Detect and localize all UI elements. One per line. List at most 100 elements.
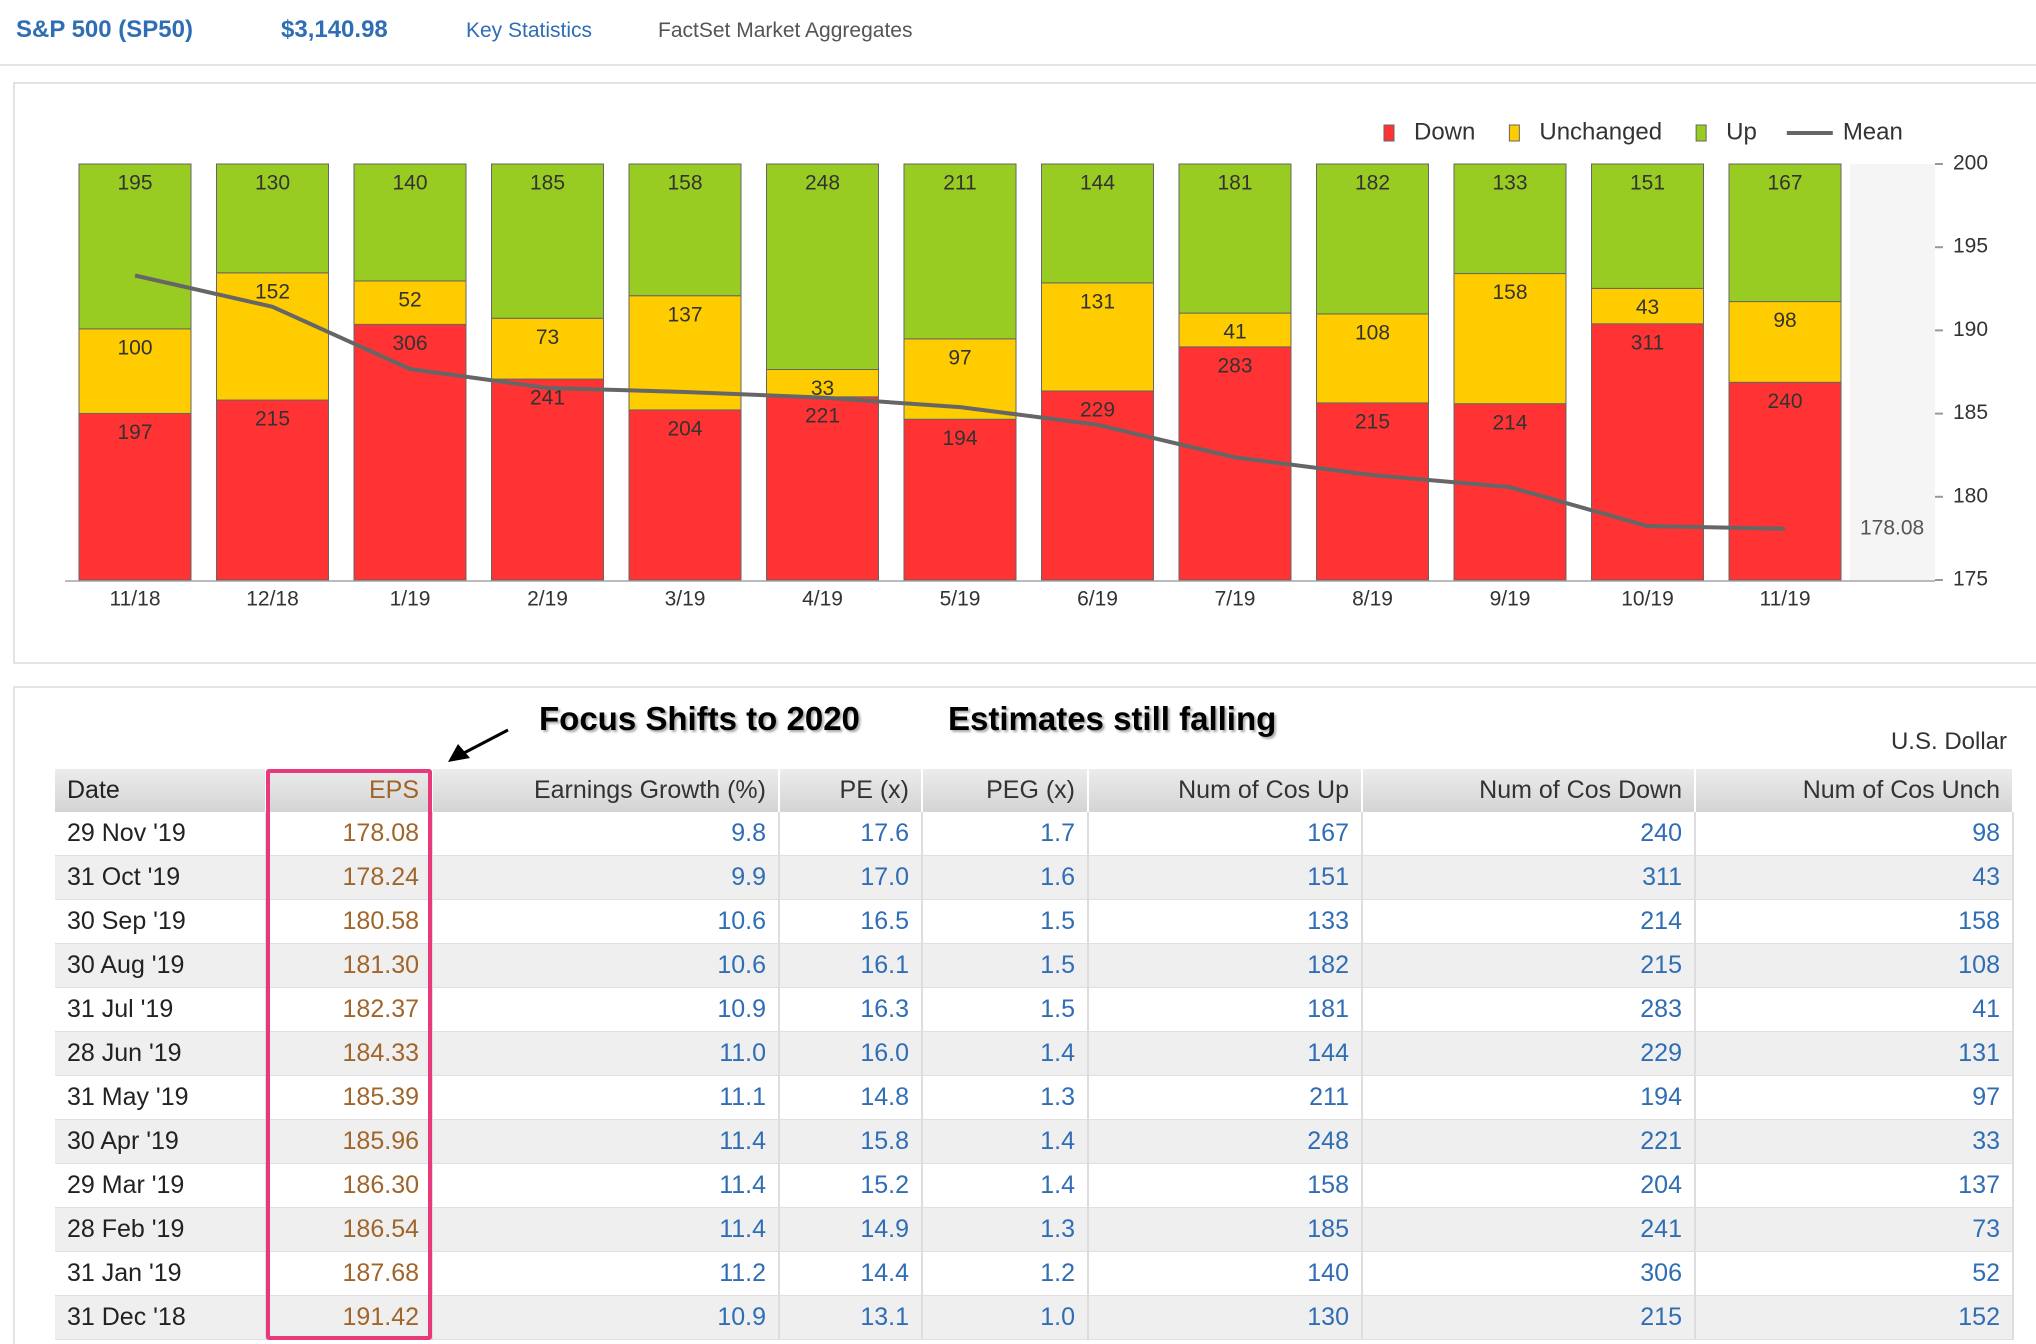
bar-label: 182 (1355, 172, 1390, 195)
table-cell: 178.08 (266, 812, 433, 856)
y2-tick-label: 175 (1953, 568, 1988, 591)
bar-label: 152 (255, 280, 290, 303)
x-tick-label: 11/19 (1760, 588, 1811, 611)
table-cell: 11.4 (432, 1119, 780, 1164)
bar-label: 194 (942, 427, 977, 450)
table-row: 28 Jun '19 184.33 11.0 16.0 1.4 144 229 131 (55, 1031, 2014, 1076)
column-header: PE (x) (779, 769, 923, 812)
table-cell: 186.30 (266, 1163, 433, 1208)
bar-label: 311 (1631, 331, 1664, 354)
bar-segment (903, 418, 1017, 581)
bar-segment (1728, 163, 1842, 303)
table-cell: 33 (1695, 1119, 2014, 1164)
bar-label: 211 (943, 172, 976, 195)
bar-label: 130 (255, 172, 290, 195)
bar-label: 98 (1773, 309, 1796, 332)
bar-segment (766, 396, 879, 581)
table-cell: 11.1 (432, 1075, 780, 1120)
table-cell: 9.8 (432, 812, 780, 856)
x-tick-label: 11/18 (110, 588, 161, 611)
x-tick-label: 5/19 (940, 588, 981, 611)
bar-label: 214 (1492, 411, 1527, 434)
bar-label: 215 (1355, 410, 1390, 433)
table-cell: 41 (1695, 987, 2014, 1032)
bar-label: 221 (805, 404, 840, 427)
header-row: Date EPS Earnings Growth (%) PE (x) PEG (x) N… (55, 769, 2014, 812)
table-cell: 10.9 (432, 987, 780, 1032)
x-tick-label: 3/19 (665, 588, 706, 611)
legend-swatch (1695, 124, 1707, 142)
table-cell: 14.4 (779, 1251, 923, 1296)
table-cell: 185.96 (266, 1119, 433, 1164)
table-cell: 182.37 (266, 987, 433, 1032)
table-cell: 17.0 (779, 855, 923, 900)
bar-segment (78, 328, 192, 414)
table-cell: 214 (1362, 899, 1696, 944)
bar-label: 140 (392, 172, 427, 195)
table-cell: 15.2 (779, 1163, 923, 1208)
bar-label: 240 (1767, 390, 1802, 413)
bar-label: 73 (536, 326, 559, 349)
bar-label: 137 (667, 303, 702, 326)
bar-label: 97 (948, 346, 971, 369)
legend-label: Unchanged (1539, 118, 1662, 145)
arrow (448, 728, 509, 762)
legend-label: Mean (1843, 118, 1903, 145)
table-cell: 108 (1695, 943, 2014, 988)
table-cell: 137 (1695, 1163, 2014, 1208)
table-row: 31 Jan '19 187.68 11.2 14.4 1.2 140 306 52 (55, 1251, 2014, 1296)
table-cell: 30 Sep '19 (55, 899, 267, 944)
currency: U.S. Dollar (1890, 728, 2007, 755)
table-row: 30 Apr '19 185.96 11.4 15.8 1.4 248 221 33 (55, 1119, 2014, 1164)
table-row: 29 Nov '19 178.08 9.8 17.6 1.7 167 240 98 (55, 812, 2014, 856)
table-cell: 29 Mar '19 (55, 1163, 267, 1208)
table-cell: 204 (1362, 1163, 1696, 1208)
column-header: PEG (x) (922, 769, 1089, 812)
table-row: 31 Oct '19 178.24 9.9 17.0 1.6 151 311 43 (55, 855, 2014, 900)
bar-label: 144 (1080, 172, 1115, 195)
table-cell: 11.2 (432, 1251, 780, 1296)
bar-segment (1728, 381, 1842, 581)
table-cell: 1.4 (922, 1163, 1089, 1208)
bar-label: 215 (255, 408, 290, 431)
table-cell: 221 (1362, 1119, 1696, 1164)
annotation: Focus Shifts to 2020 (539, 700, 860, 737)
table-cell: 10.9 (432, 1295, 780, 1340)
column-header: Num of Cos Down (1362, 769, 1696, 812)
table-cell: 182 (1088, 943, 1363, 988)
table-cell: 43 (1695, 855, 2014, 900)
table-cell: 1.3 (922, 1075, 1089, 1120)
table-cell: 30 Apr '19 (55, 1119, 267, 1164)
table-row: 31 May '19 185.39 11.1 14.8 1.3 211 194 97 (55, 1075, 2014, 1120)
x-tick-label: 9/19 (1490, 588, 1531, 611)
bar-segment (1453, 273, 1567, 405)
x-tick-label: 1/19 (390, 588, 431, 611)
table-cell: 97 (1695, 1075, 2014, 1120)
legend-label: Up (1726, 118, 1757, 145)
bar-label: 133 (1492, 172, 1527, 195)
table-cell: 180.58 (266, 899, 433, 944)
table-cell: 229 (1362, 1031, 1696, 1076)
table-cell: 158 (1088, 1163, 1363, 1208)
table-cell: 1.4 (922, 1031, 1089, 1076)
price: $3,140.98 (281, 16, 388, 43)
table-cell: 1.4 (922, 1119, 1089, 1164)
table-cell: 131 (1695, 1031, 2014, 1076)
table-cell: 186.54 (266, 1207, 433, 1252)
table-cell: 15.8 (779, 1119, 923, 1164)
table-cell: 10.6 (432, 943, 780, 988)
bar-segment (1591, 323, 1704, 581)
y2-tick-label: 180 (1953, 484, 1988, 507)
table-cell: 11.4 (432, 1163, 780, 1208)
tab[interactable]: Key Statistics (466, 19, 593, 42)
table-cell: 1.7 (922, 812, 1089, 856)
highlight-box (266, 769, 432, 1340)
bar-label: 41 (1223, 321, 1246, 344)
bar-label: 43 (1636, 296, 1659, 319)
tab[interactable]: FactSet Market Aggregates (658, 19, 913, 42)
legend-label: Down (1414, 118, 1475, 145)
plot-shade (1850, 164, 1935, 580)
bar-segment (903, 163, 1017, 340)
table-cell: 181.30 (266, 943, 433, 988)
